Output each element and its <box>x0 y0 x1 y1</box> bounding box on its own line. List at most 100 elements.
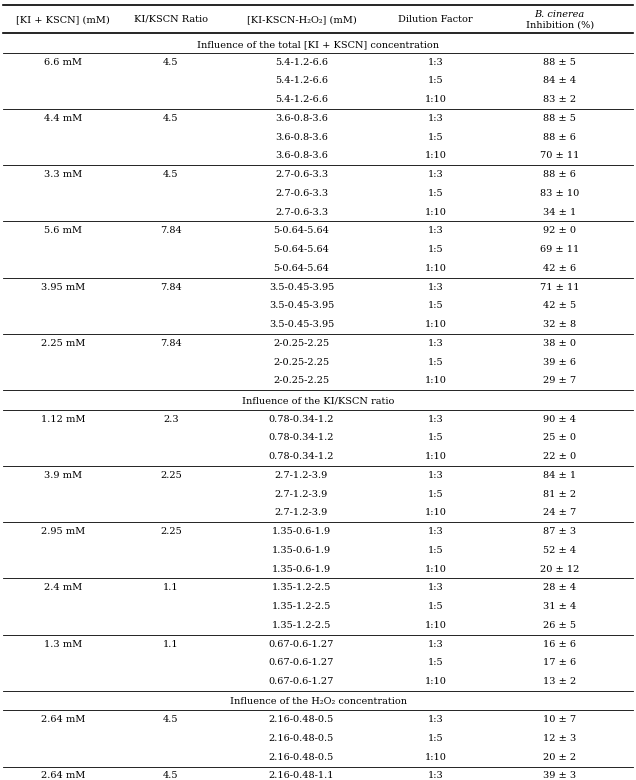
Text: 2.16-0.48-0.5: 2.16-0.48-0.5 <box>269 753 334 762</box>
Text: 1:3: 1:3 <box>427 640 443 648</box>
Text: 2.16-0.48-0.5: 2.16-0.48-0.5 <box>269 715 334 724</box>
Text: 1:5: 1:5 <box>427 76 443 85</box>
Text: 7.84: 7.84 <box>160 282 182 292</box>
Text: 90 ± 4: 90 ± 4 <box>543 414 576 424</box>
Text: 84 ± 4: 84 ± 4 <box>543 76 576 85</box>
Text: 1:10: 1:10 <box>424 677 446 686</box>
Text: 1:5: 1:5 <box>427 602 443 611</box>
Text: 3.3 mM: 3.3 mM <box>44 170 82 179</box>
Text: 1:10: 1:10 <box>424 264 446 273</box>
Text: 0.78-0.34-1.2: 0.78-0.34-1.2 <box>269 414 335 424</box>
Text: 1:5: 1:5 <box>427 357 443 367</box>
Text: 1:3: 1:3 <box>427 414 443 424</box>
Text: 2.4 mM: 2.4 mM <box>44 583 82 592</box>
Text: 4.5: 4.5 <box>163 170 179 179</box>
Text: 1.35-0.6-1.9: 1.35-0.6-1.9 <box>272 546 331 555</box>
Text: 5-0.64-5.64: 5-0.64-5.64 <box>273 264 329 273</box>
Text: 1.12 mM: 1.12 mM <box>41 414 85 424</box>
Text: 17 ± 6: 17 ± 6 <box>543 658 576 667</box>
Text: Inhibition (%): Inhibition (%) <box>525 20 593 29</box>
Text: 70 ± 11: 70 ± 11 <box>540 151 579 161</box>
Text: 1:5: 1:5 <box>427 490 443 498</box>
Text: 1.35-1.2-2.5: 1.35-1.2-2.5 <box>272 621 331 629</box>
Text: 2.64 mM: 2.64 mM <box>41 771 85 780</box>
Text: 1.35-1.2-2.5: 1.35-1.2-2.5 <box>272 583 331 592</box>
Text: 1:10: 1:10 <box>424 753 446 762</box>
Text: 1:10: 1:10 <box>424 509 446 517</box>
Text: 2-0.25-2.25: 2-0.25-2.25 <box>273 339 329 348</box>
Text: 1:3: 1:3 <box>427 339 443 348</box>
Text: 3.5-0.45-3.95: 3.5-0.45-3.95 <box>269 301 334 310</box>
Text: 1:3: 1:3 <box>427 226 443 236</box>
Text: 2.7-0.6-3.3: 2.7-0.6-3.3 <box>275 170 328 179</box>
Text: 25 ± 0: 25 ± 0 <box>543 433 576 442</box>
Text: 4.4 mM: 4.4 mM <box>44 114 82 122</box>
Text: 1:10: 1:10 <box>424 452 446 461</box>
Text: 4.5: 4.5 <box>163 715 179 724</box>
Text: 2-0.25-2.25: 2-0.25-2.25 <box>273 357 329 367</box>
Text: 7.84: 7.84 <box>160 226 182 236</box>
Text: 29 ± 7: 29 ± 7 <box>543 376 576 385</box>
Text: 5-0.64-5.64: 5-0.64-5.64 <box>273 226 329 236</box>
Text: 88 ± 5: 88 ± 5 <box>543 58 576 66</box>
Text: 2.25 mM: 2.25 mM <box>41 339 85 348</box>
Text: 52 ± 4: 52 ± 4 <box>543 546 576 555</box>
Text: 83 ± 10: 83 ± 10 <box>540 189 579 198</box>
Text: Influence of the KI/KSCN ratio: Influence of the KI/KSCN ratio <box>242 397 394 406</box>
Text: 2.16-0.48-1.1: 2.16-0.48-1.1 <box>269 771 335 780</box>
Text: 2.16-0.48-0.5: 2.16-0.48-0.5 <box>269 734 334 743</box>
Text: 88 ± 6: 88 ± 6 <box>543 170 576 179</box>
Text: 1:5: 1:5 <box>427 546 443 555</box>
Text: Influence of the total [KI + KSCN] concentration: Influence of the total [KI + KSCN] conce… <box>197 40 439 49</box>
Text: 84 ± 1: 84 ± 1 <box>543 471 576 480</box>
Text: 4.5: 4.5 <box>163 58 179 66</box>
Text: 39 ± 3: 39 ± 3 <box>543 771 576 780</box>
Text: 3.6-0.8-3.6: 3.6-0.8-3.6 <box>275 114 328 122</box>
Text: 2.7-0.6-3.3: 2.7-0.6-3.3 <box>275 207 328 217</box>
Text: 1:3: 1:3 <box>427 58 443 66</box>
Text: 16 ± 6: 16 ± 6 <box>543 640 576 648</box>
Text: 2.7-1.2-3.9: 2.7-1.2-3.9 <box>275 509 328 517</box>
Text: 1:10: 1:10 <box>424 376 446 385</box>
Text: 5.4-1.2-6.6: 5.4-1.2-6.6 <box>275 95 328 104</box>
Text: 3.95 mM: 3.95 mM <box>41 282 85 292</box>
Text: 1:10: 1:10 <box>424 565 446 573</box>
Text: 71 ± 11: 71 ± 11 <box>540 282 579 292</box>
Text: 83 ± 2: 83 ± 2 <box>543 95 576 104</box>
Text: B. cinerea: B. cinerea <box>534 9 584 19</box>
Text: 20 ± 12: 20 ± 12 <box>540 565 579 573</box>
Text: 26 ± 5: 26 ± 5 <box>543 621 576 629</box>
Text: 1:10: 1:10 <box>424 621 446 629</box>
Text: 0.67-0.6-1.27: 0.67-0.6-1.27 <box>269 677 334 686</box>
Text: 1.35-1.2-2.5: 1.35-1.2-2.5 <box>272 602 331 611</box>
Text: 69 ± 11: 69 ± 11 <box>540 245 579 254</box>
Text: 1:3: 1:3 <box>427 771 443 780</box>
Text: 1:3: 1:3 <box>427 114 443 122</box>
Text: 0.67-0.6-1.27: 0.67-0.6-1.27 <box>269 658 334 667</box>
Text: [KI-KSCN-H₂O₂] (mM): [KI-KSCN-H₂O₂] (mM) <box>247 15 356 24</box>
Text: 1.35-0.6-1.9: 1.35-0.6-1.9 <box>272 565 331 573</box>
Text: 5-0.64-5.64: 5-0.64-5.64 <box>273 245 329 254</box>
Text: Dilution Factor: Dilution Factor <box>398 15 473 24</box>
Text: 1:3: 1:3 <box>427 715 443 724</box>
Text: 2.7-0.6-3.3: 2.7-0.6-3.3 <box>275 189 328 198</box>
Text: 1:3: 1:3 <box>427 583 443 592</box>
Text: 1:10: 1:10 <box>424 207 446 217</box>
Text: 13 ± 2: 13 ± 2 <box>543 677 576 686</box>
Text: 24 ± 7: 24 ± 7 <box>543 509 576 517</box>
Text: 12 ± 3: 12 ± 3 <box>543 734 576 743</box>
Text: 3.5-0.45-3.95: 3.5-0.45-3.95 <box>269 320 334 329</box>
Text: 28 ± 4: 28 ± 4 <box>543 583 576 592</box>
Text: KI/KSCN Ratio: KI/KSCN Ratio <box>134 15 208 24</box>
Text: 1:5: 1:5 <box>427 301 443 310</box>
Text: [KI + KSCN] (mM): [KI + KSCN] (mM) <box>16 15 110 24</box>
Text: 1.1: 1.1 <box>163 583 179 592</box>
Text: 7.84: 7.84 <box>160 339 182 348</box>
Text: 2.7-1.2-3.9: 2.7-1.2-3.9 <box>275 490 328 498</box>
Text: 1:3: 1:3 <box>427 527 443 536</box>
Text: 22 ± 0: 22 ± 0 <box>543 452 576 461</box>
Text: 1.35-0.6-1.9: 1.35-0.6-1.9 <box>272 527 331 536</box>
Text: 1:3: 1:3 <box>427 282 443 292</box>
Text: 10 ± 7: 10 ± 7 <box>543 715 576 724</box>
Text: 88 ± 6: 88 ± 6 <box>543 133 576 141</box>
